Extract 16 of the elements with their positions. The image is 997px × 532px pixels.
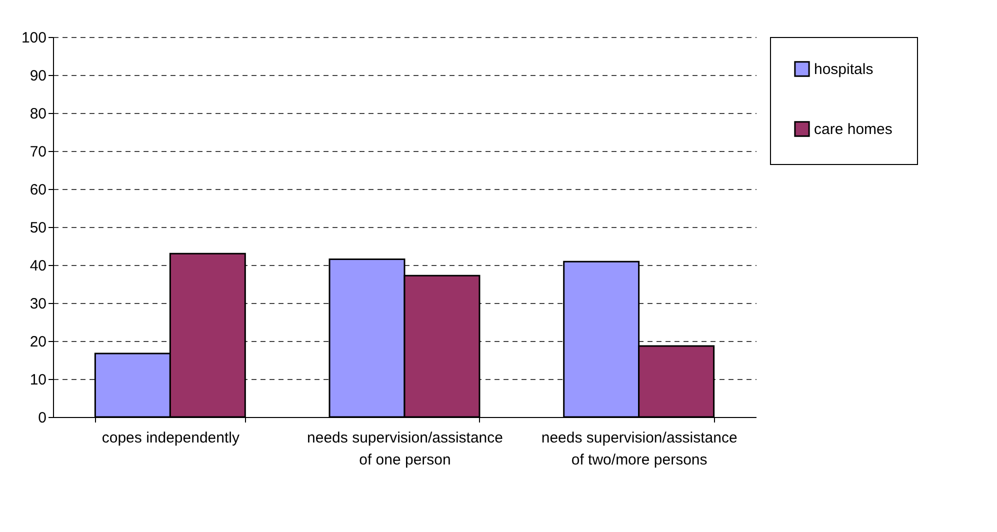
legend-label: care homes	[814, 121, 892, 138]
y-tick-label: 20	[30, 334, 46, 350]
y-tick-label: 60	[30, 182, 46, 198]
y-tick-label: 10	[30, 372, 46, 388]
y-tick-label: 100	[21, 30, 46, 46]
x-tick-label: copes independently	[102, 430, 240, 446]
x-tick-label: needs supervision/assistance of two/more persons	[541, 430, 738, 468]
y-tick-label: 0	[38, 410, 46, 426]
x-tick-label: needs supervision/assistance of one person	[307, 430, 503, 468]
y-tick-label: 30	[30, 296, 46, 312]
y-tick-label: 80	[30, 106, 46, 122]
y-tick-label: 70	[30, 144, 46, 160]
y-tick-label: 40	[30, 258, 46, 274]
legend-label: hospitals	[814, 61, 874, 78]
y-tick-label: 50	[30, 220, 46, 236]
y-tick-label: 90	[30, 68, 46, 84]
